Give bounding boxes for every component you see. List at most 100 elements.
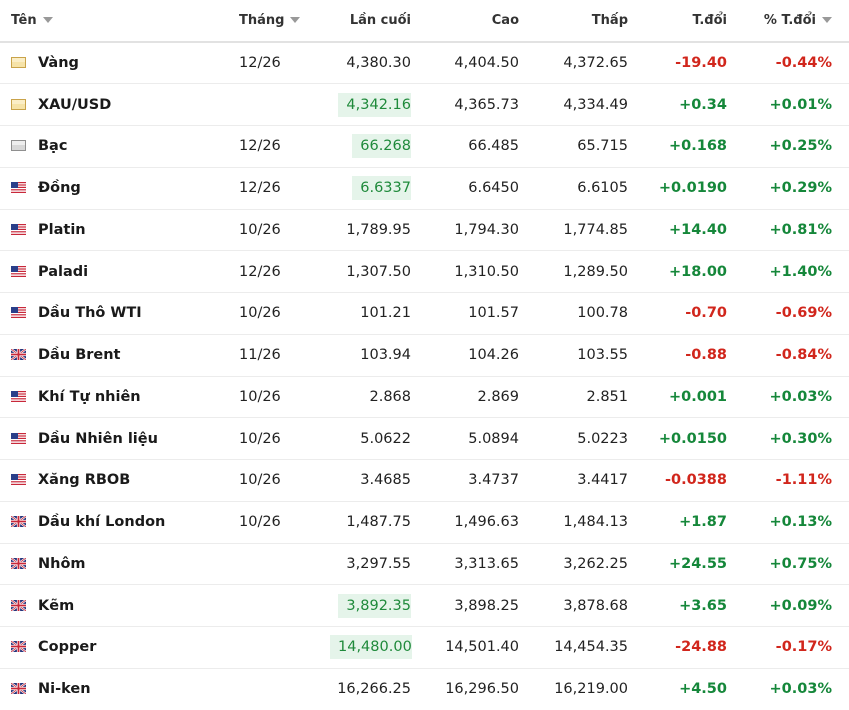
table-cell (221, 668, 330, 710)
table-cell: 104.26 (420, 334, 528, 377)
table-cell: 103.55 (528, 334, 637, 377)
table-cell: 103.94 (330, 334, 420, 377)
flag-icon (11, 557, 26, 569)
flag-icon (11, 265, 26, 277)
table-cell: -0.0388 (637, 459, 736, 502)
column-header[interactable]: T.đổi (637, 0, 736, 43)
cell-text: 12/26 (239, 55, 281, 72)
cell-text: +0.09% (769, 597, 832, 614)
column-header[interactable]: Cao (420, 0, 528, 43)
table-cell: +1.40% (736, 250, 849, 293)
flag-icon (11, 641, 26, 653)
table-cell: Vàng (0, 42, 221, 85)
instrument-name[interactable]: Dầu Nhiên liệu (38, 430, 158, 447)
cell-text: 66.485 (468, 138, 519, 155)
sort-arrow[interactable] (42, 17, 53, 23)
cell-text: +0.81% (769, 221, 832, 238)
cell-text: 1,310.50 (454, 263, 519, 280)
table-row[interactable]: Vàng 12/26 4,380.30 4,404.50 4,372.65 -19.40 -… (0, 42, 849, 85)
cell-text: +0.03% (769, 388, 832, 405)
cell-text: 3,898.25 (454, 597, 519, 614)
flag-icon (11, 182, 26, 194)
flag-icon (11, 223, 26, 235)
instrument-name[interactable]: Paladi (38, 263, 89, 280)
table-cell: +4.50 (637, 668, 736, 710)
table-cell: 5.0622 (330, 417, 420, 460)
sort-arrow[interactable] (290, 17, 301, 23)
cell-text: 101.21 (360, 305, 411, 322)
table-cell: 10/26 (221, 292, 330, 335)
cell-text: 12/26 (239, 138, 281, 155)
table-row[interactable]: Copper 14,480.00 14,501.40 14,454.35 -24.88 -… (0, 626, 849, 669)
instrument-name[interactable]: Dầu khí London (38, 514, 166, 531)
cell-text: 10/26 (239, 472, 281, 489)
table-row[interactable]: Dầu khí London 10/26 1,487.75 1,496.63 1,484… (0, 501, 849, 544)
cell-text: 1,289.50 (563, 263, 628, 280)
column-header[interactable]: Thấp (528, 0, 637, 43)
table-cell: 4,380.30 (330, 42, 420, 85)
sort-arrow[interactable] (822, 17, 832, 23)
table-cell: Copper (0, 626, 221, 669)
table-row[interactable]: XAU/USD 4,342.16 4,365.73 4,334.49 +0.34 +0.0… (0, 83, 849, 126)
instrument-name[interactable]: Đồng (38, 180, 81, 197)
cell-text: 2.868 (369, 388, 411, 405)
instrument-name[interactable]: XAU/USD (38, 96, 112, 113)
table-row[interactable]: Dầu Nhiên liệu 10/26 5.0622 5.0894 5.0223 +0.… (0, 417, 849, 460)
table-row[interactable]: Ni-ken 16,266.25 16,296.50 16,219.00 +4.50 +0… (0, 668, 849, 710)
table-row[interactable]: Xăng RBOB 10/26 3.4685 3.4737 3.4417 -0.0388 -… (0, 459, 849, 502)
column-header[interactable]: Tháng (221, 0, 330, 43)
table-row[interactable]: Đồng 12/26 6.6337 6.6450 6.6105 +0.0190 +0.29% (0, 167, 849, 210)
cell-text: 14,501.40 (445, 639, 519, 656)
flag-icon (11, 140, 26, 152)
instrument-name[interactable]: Khí Tự nhiên (38, 388, 141, 405)
table-cell: 1,289.50 (528, 250, 637, 293)
table-cell: 12/26 (221, 250, 330, 293)
table-row[interactable]: Nhôm 3,297.55 3,313.65 3,262.25 +24.55 +0.75% (0, 543, 849, 586)
column-header-label: Lần cuối (349, 13, 411, 28)
instrument-name[interactable]: Platin (38, 221, 86, 238)
cell-text: +0.168 (668, 138, 727, 155)
instrument-name[interactable]: Nhôm (38, 555, 86, 572)
cell-text: 5.0622 (360, 430, 411, 447)
table-row[interactable]: Bạc 12/26 66.268 66.485 65.715 +0.168 +0.25% (0, 125, 849, 168)
table-row[interactable]: Platin 10/26 1,789.95 1,794.30 1,774.85 +14.4… (0, 209, 849, 252)
table-cell: 65.715 (528, 125, 637, 168)
table-cell: Dầu Brent (0, 334, 221, 377)
instrument-name[interactable]: Xăng RBOB (38, 472, 131, 489)
cell-text: 2.851 (586, 388, 628, 405)
table-cell: 1,487.75 (330, 501, 420, 544)
table-row[interactable]: Paladi 12/26 1,307.50 1,310.50 1,289.50 +18.0… (0, 250, 849, 293)
cell-text: -0.17% (775, 639, 832, 656)
column-header[interactable]: % T.đổi (736, 0, 849, 43)
column-header[interactable]: Tên (0, 0, 221, 43)
flag-icon (11, 474, 26, 486)
instrument-name[interactable]: Dầu Thô WTI (38, 305, 142, 322)
table-cell: +14.40 (637, 209, 736, 252)
instrument-name[interactable]: Vàng (38, 55, 79, 72)
column-header[interactable]: Lần cuối (330, 0, 420, 43)
table-cell: 16,219.00 (528, 668, 637, 710)
table-cell: 14,501.40 (420, 626, 528, 669)
cell-text: +24.55 (668, 555, 727, 572)
instrument-name[interactable]: Bạc (38, 138, 68, 155)
table-row[interactable]: Dầu Thô WTI 10/26 101.21 101.57 100.78 -0.70 -… (0, 292, 849, 335)
cell-text: +0.30% (769, 430, 832, 447)
table-cell: 3,878.68 (528, 584, 637, 627)
table-cell: +0.81% (736, 209, 849, 252)
cell-text: 1,307.50 (346, 263, 411, 280)
table-cell: Dầu Thô WTI (0, 292, 221, 335)
instrument-name[interactable]: Kẽm (38, 597, 75, 614)
table-row[interactable]: Kẽm 3,892.35 3,898.25 3,878.68 +3.65 +0.09% (0, 584, 849, 627)
cell-text: +4.50 (679, 681, 727, 698)
table-cell: 3,898.25 (420, 584, 528, 627)
cell-text: +0.25% (769, 138, 832, 155)
cell-text: +14.40 (668, 221, 727, 238)
table-cell: 4,334.49 (528, 83, 637, 126)
table-row[interactable]: Khí Tự nhiên 10/26 2.868 2.869 2.851 +0.001 +0… (0, 376, 849, 419)
instrument-name[interactable]: Copper (38, 639, 97, 656)
instrument-name[interactable]: Ni-ken (38, 681, 91, 698)
flag-icon (11, 390, 26, 402)
table-row[interactable]: Dầu Brent 11/26 103.94 104.26 103.55 -0.88 -0.… (0, 334, 849, 377)
cell-text: 101.57 (468, 305, 519, 322)
instrument-name[interactable]: Dầu Brent (38, 347, 121, 364)
